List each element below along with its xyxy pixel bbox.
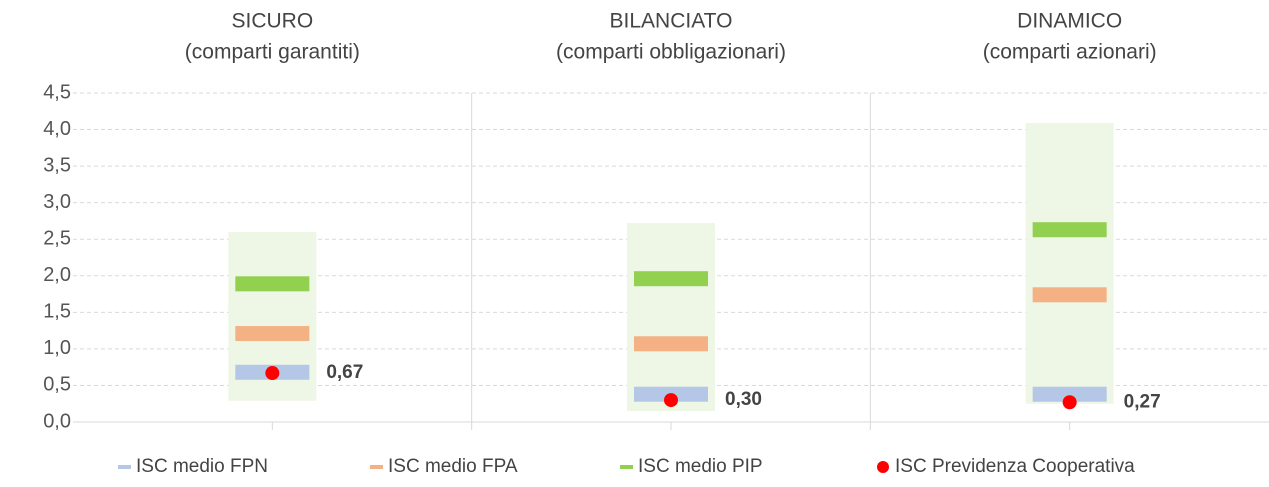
value-label: 0,67 xyxy=(326,362,363,383)
dot xyxy=(265,366,280,381)
y-tick-label: 1,0 xyxy=(43,337,71,359)
y-tick-label: 2,5 xyxy=(43,228,71,250)
y-tick-label: 0,0 xyxy=(43,410,71,432)
legend-swatch xyxy=(620,465,633,469)
level-bar xyxy=(1032,386,1107,402)
y-tick-label: 1,5 xyxy=(43,301,71,323)
legend-swatch xyxy=(118,465,131,469)
y-tick-label: 4,5 xyxy=(43,81,71,103)
range xyxy=(627,223,715,412)
y-tick-label: 4,0 xyxy=(43,118,71,140)
level-bar xyxy=(634,336,708,352)
legend-label: ISC medio FPN xyxy=(136,456,268,477)
legend-swatch xyxy=(370,465,383,469)
dot xyxy=(664,393,678,408)
value-label: 0,30 xyxy=(725,389,762,410)
level-bar xyxy=(1032,222,1107,238)
legend-label: ISC Previdenza Cooperativa xyxy=(895,456,1135,477)
category-label: BILANCIATO xyxy=(610,10,733,33)
value-label: 0,27 xyxy=(1124,391,1161,412)
level-bar xyxy=(235,276,310,292)
legend-label: ISC medio FPA xyxy=(388,456,518,477)
category-label: SICURO xyxy=(231,10,313,33)
y-tick-label: 3,5 xyxy=(43,154,71,176)
category-label: DINAMICO xyxy=(1017,10,1122,33)
category-detail: (comparti obbligazionari) xyxy=(556,41,786,64)
level-bar xyxy=(235,326,310,342)
category-detail: (comparti garantiti) xyxy=(185,41,360,64)
y-tick-label: 2,0 xyxy=(43,264,71,286)
y-tick-label: 3,0 xyxy=(43,191,71,213)
category-detail: (comparti azionari) xyxy=(983,41,1157,64)
legend-swatch xyxy=(877,461,889,473)
dot xyxy=(1062,395,1077,410)
range xyxy=(1025,122,1114,404)
y-tick-label: 0,5 xyxy=(43,374,71,396)
legend-label: ISC medio PIP xyxy=(638,456,763,477)
level-bar xyxy=(634,271,708,287)
level-bar xyxy=(1032,287,1107,303)
